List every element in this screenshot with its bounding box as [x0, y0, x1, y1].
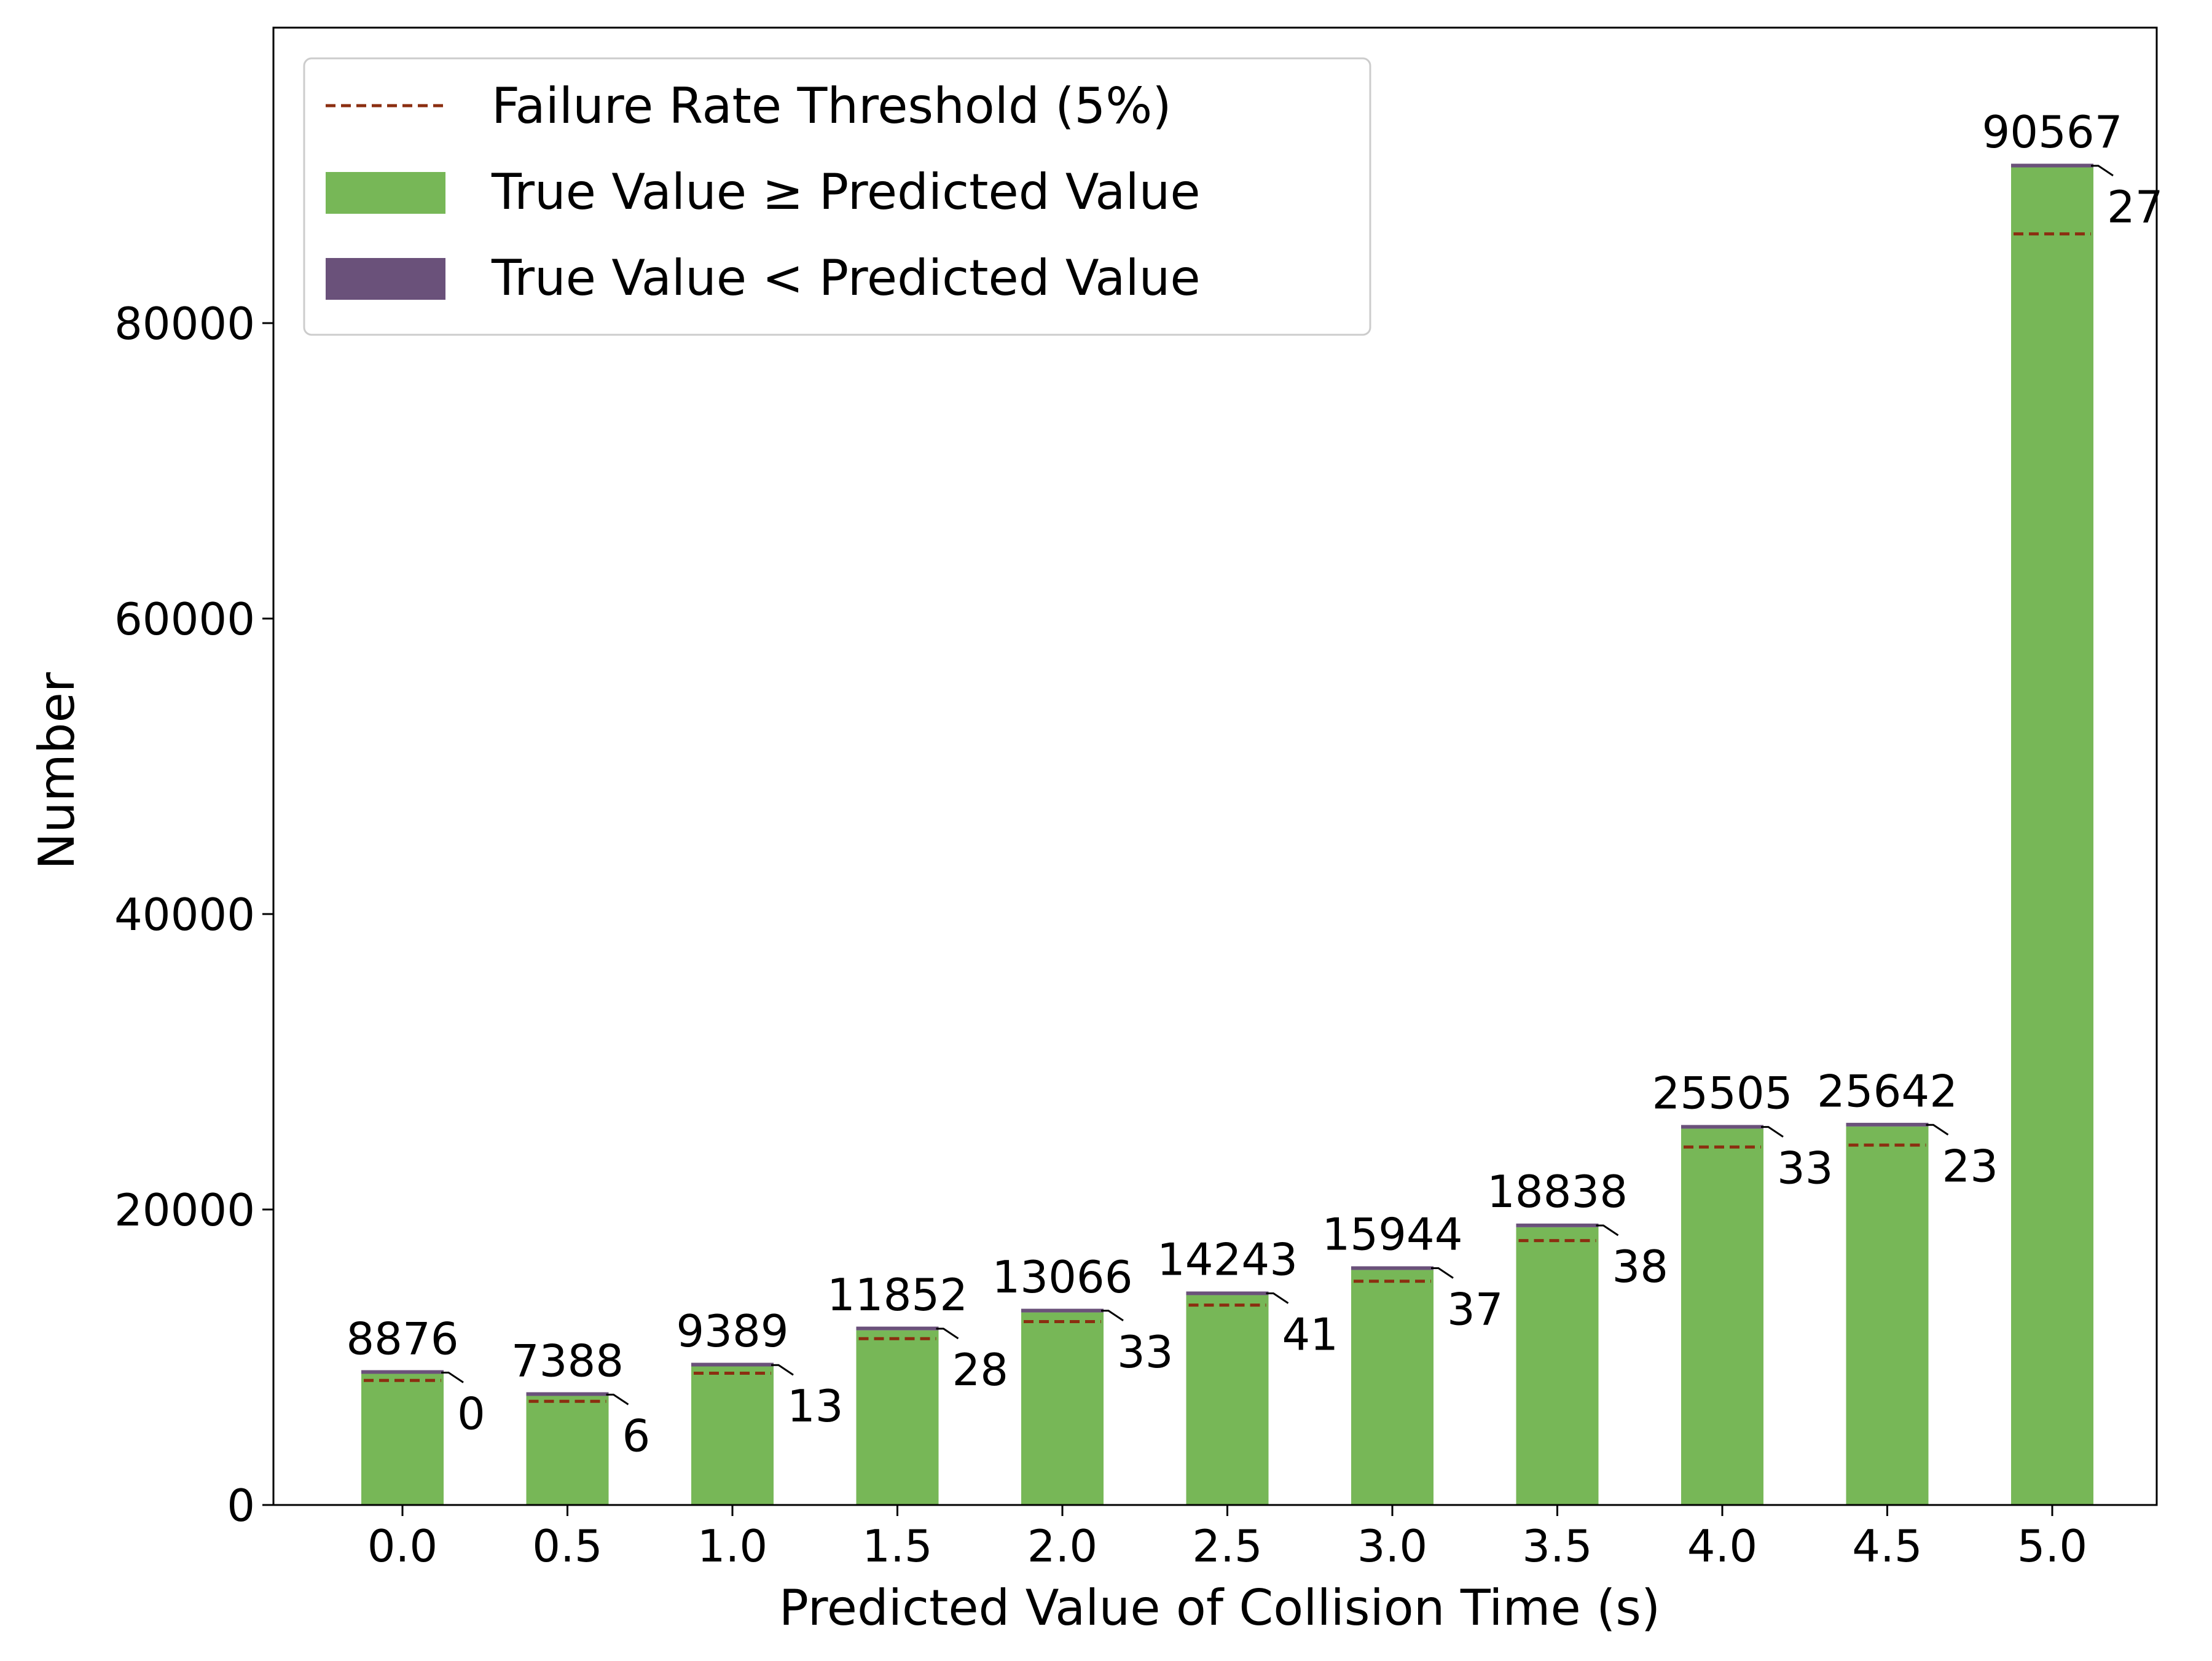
- plot-frame: [272, 26, 2158, 1506]
- bar-purple-8: [1681, 1125, 1763, 1129]
- bars-layer: [361, 163, 2093, 1506]
- bar-green-5: [1186, 1295, 1269, 1505]
- legend-green-label: True Value ≥ Predicted Value: [491, 163, 1201, 221]
- bar-purple-0: [361, 1370, 444, 1374]
- x-tick-label-1: 0.5: [532, 1520, 603, 1572]
- leader-line-2: [771, 1364, 794, 1376]
- total-label-3: 11852: [827, 1269, 968, 1321]
- bar-purple-7: [1516, 1223, 1599, 1227]
- legend-frame: [303, 57, 1371, 336]
- bar-purple-4: [1021, 1308, 1104, 1313]
- failure-label-5: 41: [1282, 1308, 1339, 1360]
- total-label-7: 18838: [1487, 1166, 1628, 1217]
- y-axis-label: Number: [28, 672, 85, 869]
- total-label-10: 90567: [1982, 106, 2122, 158]
- failure-label-2: 13: [787, 1380, 844, 1432]
- leader-line-8: [1761, 1126, 1784, 1138]
- total-label-2: 9389: [676, 1305, 788, 1357]
- data-labels-layer: 8876 0 7388 6 9389 13 11852 28 13066 33 14243 41 159…: [346, 106, 2163, 1461]
- total-label-9: 25642: [1817, 1065, 1958, 1117]
- legend: Failure Rate Threshold (5%) True Value ≥…: [303, 57, 1371, 336]
- y-tick-label-3: 60000: [114, 593, 255, 645]
- x-tick-label-9: 4.5: [1852, 1520, 1923, 1572]
- bar-green-9: [1846, 1126, 1929, 1505]
- total-label-8: 25505: [1652, 1068, 1792, 1119]
- x-axis-label: Predicted Value of Collision Time (s): [779, 1579, 1660, 1636]
- x-tick-label-5: 2.5: [1192, 1520, 1263, 1572]
- bar-purple-1: [526, 1392, 609, 1396]
- bar-purple-3: [856, 1326, 939, 1331]
- leader-line-5: [1266, 1292, 1289, 1304]
- leader-line-7: [1596, 1224, 1619, 1237]
- legend-threshold-label: Failure Rate Threshold (5%): [492, 77, 1172, 135]
- failure-label-9: 23: [1942, 1140, 1999, 1192]
- x-tick-label-10: 5.0: [2017, 1520, 2088, 1572]
- leader-line-10: [2091, 165, 2114, 177]
- leader-line-4: [1101, 1310, 1124, 1322]
- bar-green-1: [526, 1396, 609, 1505]
- bar-green-7: [1516, 1227, 1599, 1505]
- legend-purple-label: True Value < Predicted Value: [491, 249, 1201, 307]
- bar-green-4: [1021, 1312, 1104, 1505]
- leader-line-3: [936, 1327, 959, 1340]
- total-label-6: 15944: [1322, 1209, 1462, 1260]
- y-tick-label-1: 20000: [114, 1184, 255, 1236]
- total-label-5: 14243: [1157, 1233, 1298, 1285]
- failure-label-3: 28: [952, 1344, 1009, 1396]
- x-tick-label-2: 1.0: [697, 1520, 768, 1572]
- bar-green-8: [1681, 1128, 1763, 1505]
- x-tick-label-6: 3.0: [1357, 1520, 1428, 1572]
- x-tick-label-0: 0.0: [367, 1520, 438, 1572]
- leader-line-1: [606, 1393, 629, 1405]
- x-tick-label-4: 2.0: [1027, 1520, 1098, 1572]
- failure-label-8: 33: [1777, 1143, 1834, 1194]
- bar-green-3: [856, 1330, 939, 1505]
- legend-green-swatch: [326, 172, 445, 214]
- threshold-layer: [364, 232, 2091, 1403]
- axes-layer: 0.0 0.5 1.0 1.5 2.0 2.5 3.0 3.5 4.0 4.5 5.0 0 20000 4…: [114, 298, 2087, 1572]
- y-tick-label-0: 0: [227, 1480, 255, 1531]
- leader-line-9: [1926, 1124, 1949, 1136]
- x-tick-label-7: 3.5: [1522, 1520, 1593, 1572]
- bar-purple-5: [1186, 1291, 1269, 1296]
- x-tick-label-3: 1.5: [862, 1520, 933, 1572]
- failure-label-6: 37: [1447, 1284, 1504, 1335]
- failure-label-7: 38: [1612, 1241, 1669, 1292]
- failure-label-4: 33: [1117, 1326, 1174, 1378]
- y-tick-label-2: 40000: [114, 889, 255, 940]
- total-label-1: 7388: [511, 1335, 624, 1386]
- bar-purple-6: [1351, 1266, 1433, 1270]
- bar-purple-10: [2011, 163, 2093, 168]
- total-label-4: 13066: [992, 1251, 1132, 1303]
- bar-green-0: [361, 1374, 444, 1505]
- failure-label-1: 6: [622, 1410, 651, 1461]
- leader-line-0: [441, 1372, 464, 1383]
- bar-purple-9: [1846, 1122, 1929, 1127]
- y-tick-label-4: 80000: [114, 298, 255, 350]
- legend-purple-swatch: [326, 258, 445, 300]
- failure-label-10: 27: [2107, 181, 2163, 233]
- bar-green-6: [1351, 1270, 1433, 1505]
- leader-line-6: [1431, 1267, 1454, 1279]
- failure-label-0: 0: [457, 1388, 485, 1440]
- x-tick-label-8: 4.0: [1687, 1520, 1758, 1572]
- bar-purple-2: [691, 1362, 774, 1367]
- total-label-0: 8876: [346, 1313, 458, 1365]
- bar-green-10: [2011, 167, 2093, 1506]
- bar-green-2: [691, 1366, 774, 1505]
